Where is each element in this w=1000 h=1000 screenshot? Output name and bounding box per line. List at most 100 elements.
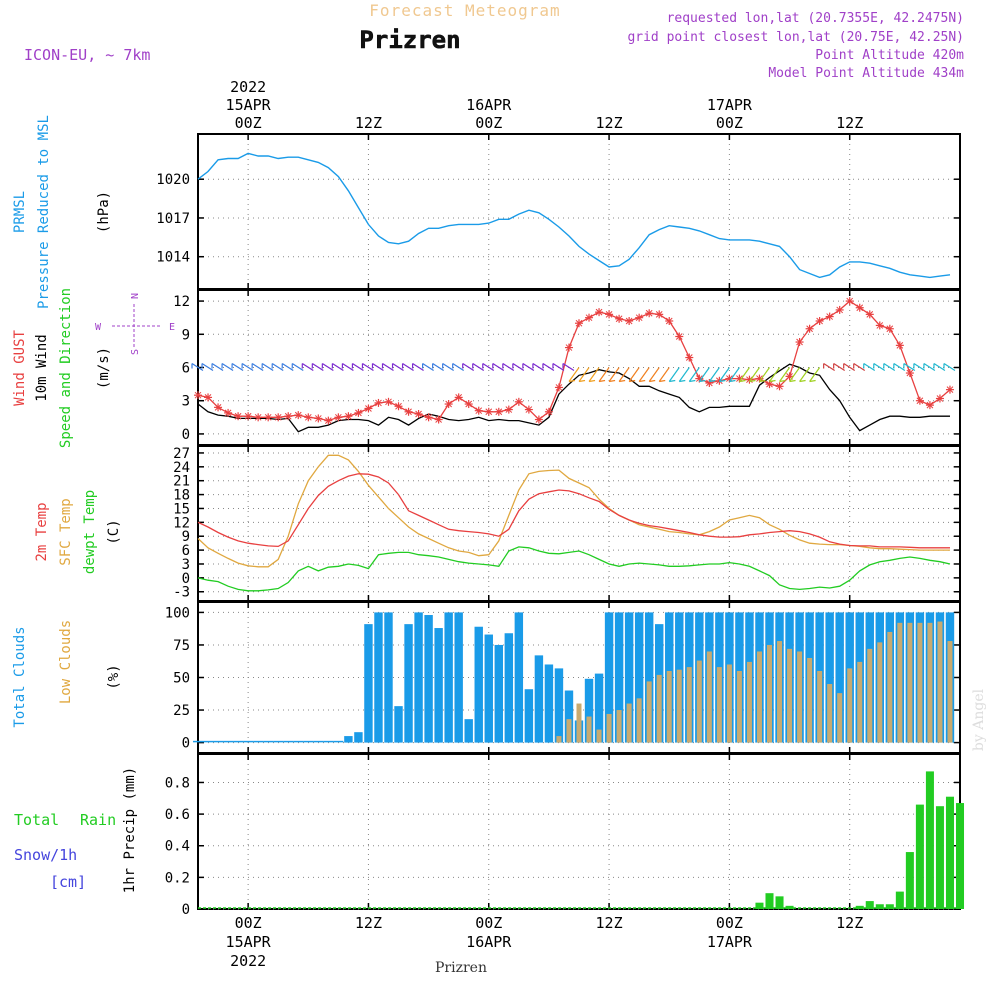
wind-arrow-shaft [833, 362, 846, 372]
wind-direction-arrow [371, 362, 384, 372]
wind-direction-arrow [522, 362, 535, 372]
wind-direction-arrow [482, 362, 495, 372]
rain-bar [755, 902, 764, 909]
wind-direction-arrow [261, 362, 274, 372]
wind-arrow-shaft [512, 362, 525, 372]
wind-direction-arrow [578, 367, 590, 383]
low-cloud-bar [746, 661, 752, 743]
gust-marker [635, 313, 644, 322]
wind-direction-arrow [708, 367, 720, 383]
gust-marker [554, 383, 563, 392]
wind-arrow-shaft [598, 367, 610, 382]
low-cloud-bar [847, 668, 853, 743]
wind-10m-line [197, 363, 950, 433]
low-cloud-bar [807, 657, 813, 743]
gust-marker [504, 405, 513, 414]
wind-arrow-shaft [452, 362, 465, 372]
gust-marker [514, 397, 523, 406]
wind-direction-arrow [638, 367, 650, 383]
gust-marker-stroke [916, 397, 924, 405]
wind-direction-arrow [422, 362, 434, 372]
wind-arrow-shaft [311, 362, 324, 372]
panel-axis-label: 10m Wind [34, 334, 50, 401]
total-cloud-bar [484, 634, 493, 743]
wind-direction-arrow [648, 367, 660, 383]
total-cloud-bar [414, 612, 423, 743]
wind-direction-arrow [532, 362, 545, 372]
wind-direction-arrow [381, 362, 394, 372]
gust-marker-stroke [224, 409, 232, 417]
gust-marker [304, 413, 313, 422]
gust-marker [595, 308, 604, 317]
gust-marker-stroke [896, 342, 904, 349]
gust-marker-stroke [826, 313, 834, 320]
wind-arrow-shaft [542, 362, 555, 372]
low-cloud-bar [867, 648, 873, 743]
top-time-label: 00Z [235, 114, 262, 132]
gust-marker-stroke [595, 308, 603, 316]
wind-arrow-shaft [608, 367, 620, 382]
wind-arrow-head [689, 379, 696, 383]
wind-direction-arrow [502, 362, 515, 372]
temperature-ytick-label: 21 [173, 474, 190, 490]
gust-marker [645, 309, 654, 318]
gust-marker-stroke [435, 416, 442, 423]
wind-direction-arrow [658, 367, 670, 383]
wind-direction-arrow [201, 362, 214, 372]
compass-east: E [169, 322, 175, 333]
wind-direction-arrow [789, 367, 801, 383]
gust-marker [685, 353, 694, 362]
rain-bar [875, 904, 884, 909]
model-label: ICON-EU, ~ 7km [24, 46, 150, 64]
panel-axis-label: Total Clouds [12, 626, 28, 727]
wind-arrow-shaft [893, 362, 906, 372]
wind-direction-arrow [341, 362, 354, 372]
wind-arrow-head [799, 379, 806, 383]
top-time-label: 00Z [716, 114, 743, 132]
rain-bar [935, 806, 944, 909]
low-cloud-bar [626, 703, 632, 743]
gust-marker [234, 412, 243, 421]
gust-marker-stroke [756, 375, 763, 382]
gust-marker-stroke [345, 412, 352, 420]
gust-marker [895, 341, 904, 350]
gust-marker-stroke [946, 386, 954, 393]
wind-arrow-head [739, 379, 746, 383]
wind-arrow-shaft [638, 367, 650, 382]
gust-marker [885, 324, 894, 333]
wind-arrow-shaft [933, 362, 946, 372]
gust-marker [404, 407, 413, 416]
gust-marker [284, 412, 293, 421]
gust-marker [585, 313, 594, 322]
low-cloud-bar [566, 719, 572, 743]
gust-marker [414, 410, 423, 418]
temperature-ytick-label: 24 [173, 460, 190, 476]
wind-direction-arrow [321, 362, 334, 372]
wind-arrow-head [709, 379, 716, 383]
bottom-time-label: 12Z [355, 914, 382, 932]
panel-axis-label: (%) [106, 664, 122, 689]
requested-coords: requested lon,lat (20.7355E, 42.2475N) [667, 11, 964, 26]
gust-marker-stroke [525, 406, 533, 413]
total-cloud-bar [374, 612, 383, 743]
gust-marker-stroke [645, 309, 653, 317]
total-cloud-bar [404, 624, 413, 743]
total-cloud-bar [554, 668, 564, 743]
total-cloud-bar [494, 644, 504, 743]
gust-marker-stroke [455, 394, 463, 401]
gust-marker-stroke [244, 412, 252, 420]
gust-marker [795, 338, 804, 347]
wind-arrow-head [629, 379, 636, 383]
clouds-ytick-label: 75 [173, 638, 190, 654]
gust-marker [294, 411, 303, 420]
wind-arrow-shaft [698, 367, 710, 382]
gust-marker [204, 393, 213, 402]
wind-direction-arrow [472, 362, 485, 372]
panel-axis-label: (hPa) [96, 191, 112, 233]
panel-axis-label: Low Clouds [58, 620, 74, 704]
rain-bar [885, 904, 894, 909]
panel-axis-label: 1hr Precip (mm) [122, 767, 138, 893]
wind-direction-arrow [251, 362, 264, 372]
wind-arrow-shaft [823, 362, 835, 372]
total-cloud-bar [474, 626, 483, 743]
